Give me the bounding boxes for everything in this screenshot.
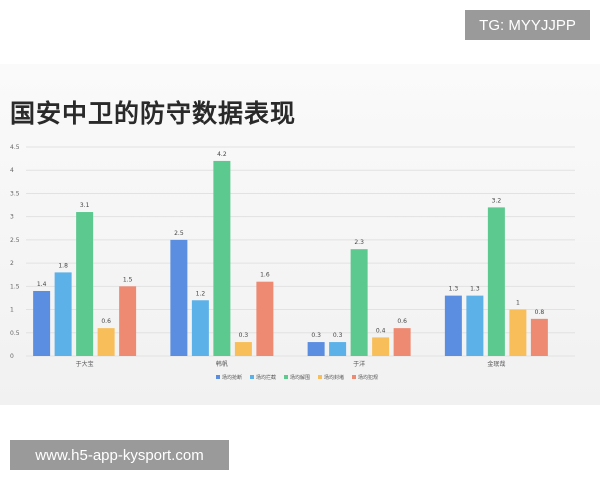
- data-label: 4.2: [217, 151, 227, 158]
- data-label: 3.1: [80, 202, 90, 209]
- data-label: 1.3: [449, 286, 459, 293]
- bar: [191, 300, 209, 356]
- data-label: 3.2: [492, 197, 502, 204]
- legend-swatch: [216, 375, 220, 379]
- category-label: 金珉哉: [487, 360, 505, 368]
- bar: [372, 337, 390, 356]
- data-label: 2.3: [354, 239, 364, 246]
- data-label: 1.4: [37, 281, 47, 288]
- bar: [256, 281, 274, 356]
- y-tick-label: 3.5: [10, 190, 20, 197]
- bar: [487, 207, 505, 356]
- legend-swatch: [352, 375, 356, 379]
- legend-label: 场均犯规: [358, 374, 378, 381]
- bar: [509, 309, 527, 356]
- legend-label: 场均解围: [290, 374, 310, 381]
- category-label: 于大宝: [76, 360, 94, 368]
- data-label: 0.3: [239, 332, 249, 339]
- data-label: 0.3: [311, 332, 321, 339]
- data-label: 0.8: [535, 309, 545, 316]
- bar: [33, 290, 51, 356]
- legend-label: 场均封堵: [324, 374, 344, 381]
- y-tick-label: 2: [10, 260, 14, 267]
- bar: [530, 318, 548, 356]
- bar: [76, 212, 94, 356]
- legend-label: 场均抢断: [222, 374, 242, 381]
- bar: [393, 328, 411, 356]
- y-tick-label: 2.5: [10, 237, 20, 244]
- legend-swatch: [250, 375, 254, 379]
- data-label: 2.5: [174, 230, 184, 237]
- bar: [213, 160, 231, 356]
- bar: [444, 295, 462, 356]
- data-label: 1.2: [196, 290, 206, 297]
- y-tick-label: 4.5: [10, 144, 20, 151]
- bar: [170, 239, 188, 356]
- legend-swatch: [284, 375, 288, 379]
- y-tick-label: 0.5: [10, 330, 20, 337]
- watermark-top: TG: MYYJJPP: [465, 10, 590, 40]
- data-label: 0.6: [101, 318, 111, 325]
- y-tick-label: 1.5: [10, 283, 20, 290]
- legend-swatch: [318, 375, 322, 379]
- data-label: 1.8: [58, 262, 68, 269]
- data-label: 0.4: [376, 327, 386, 334]
- y-tick-label: 1: [10, 307, 14, 314]
- bar: [350, 249, 368, 356]
- data-label: 1.3: [470, 286, 480, 293]
- watermark-bottom: www.h5-app-kysport.com: [10, 440, 229, 470]
- bar: [466, 295, 484, 356]
- data-label: 1.6: [260, 272, 270, 279]
- bar: [329, 342, 347, 356]
- bar: [307, 342, 325, 356]
- data-label: 0.3: [333, 332, 343, 339]
- bar: [97, 328, 115, 356]
- category-label: 于洋: [353, 360, 365, 368]
- y-tick-label: 0: [10, 353, 14, 360]
- data-label: 1: [516, 300, 520, 307]
- legend-label: 场均拦截: [256, 374, 276, 381]
- bar: [54, 272, 72, 356]
- y-tick-label: 4: [10, 167, 14, 174]
- y-tick-label: 3: [10, 214, 14, 221]
- data-label: 0.6: [397, 318, 407, 325]
- bar: [234, 342, 252, 356]
- data-label: 1.5: [123, 276, 133, 283]
- chart-title: 国安中卫的防守数据表现: [10, 99, 297, 128]
- category-label: 韩帆: [216, 360, 228, 368]
- bar: [119, 286, 137, 356]
